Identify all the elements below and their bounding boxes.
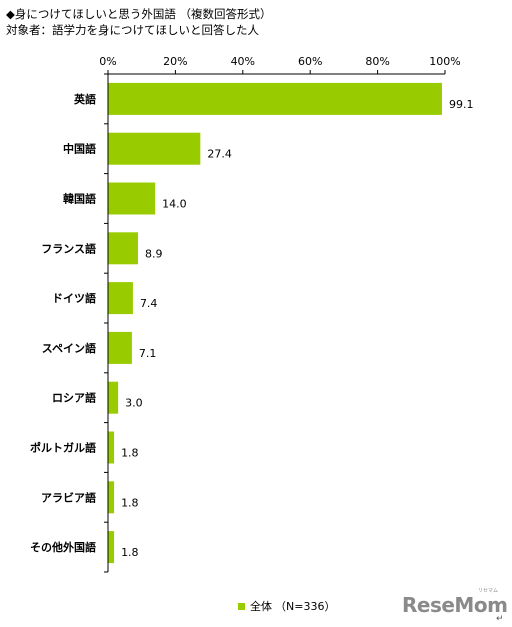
value-label: 14.0 (162, 198, 187, 211)
legend-swatch (238, 602, 245, 610)
value-label: 99.1 (449, 98, 474, 111)
x-tick-label: 20% (163, 55, 187, 68)
bar (108, 481, 115, 514)
category-label: 韓国語 (63, 192, 96, 206)
legend-note: （N=336） (275, 600, 336, 613)
resemom-logo-kana: リセマム (478, 588, 499, 594)
x-tick-label: 80% (365, 55, 389, 68)
legend: 全体 （N=336） (238, 598, 335, 614)
bar (108, 331, 132, 364)
category-label: ロシア語 (52, 391, 96, 405)
value-label: 3.0 (125, 397, 143, 410)
value-label: 1.8 (121, 546, 139, 559)
bar (108, 282, 133, 315)
category-label: 中国語 (63, 142, 96, 156)
category-label: その他外国語 (30, 540, 96, 554)
category-label: スペイン語 (42, 341, 96, 355)
x-tick-label: 0% (99, 55, 116, 68)
category-label: フランス語 (41, 241, 96, 255)
value-label: 1.8 (121, 496, 139, 509)
bar (108, 431, 115, 464)
category-label: 英語 (73, 92, 96, 106)
value-label: 7.1 (139, 347, 157, 360)
return-mark: ↵ (496, 614, 504, 624)
value-label: 1.8 (121, 447, 139, 460)
value-label: 27.4 (207, 148, 232, 161)
bar (108, 381, 119, 414)
bar (108, 531, 115, 564)
legend-label: 全体 (250, 600, 272, 613)
bar (108, 232, 138, 265)
category-label: ポルトガル語 (30, 441, 96, 455)
x-tick-label: 40% (231, 55, 255, 68)
chart-title: ◆身につけてほしいと思う外国語 （複数回答形式） (6, 7, 272, 21)
x-tick-label: 60% (298, 55, 322, 68)
chart-subtitle: 対象者：語学力を身につけてほしいと回答した人 (6, 23, 259, 37)
resemom-logo: ReseMom (402, 593, 508, 617)
category-label: ドイツ語 (52, 291, 96, 305)
value-label: 7.4 (140, 297, 158, 310)
bar (108, 82, 442, 115)
bar (108, 182, 156, 215)
category-label: アラビア語 (41, 490, 96, 504)
x-tick-label: 100% (429, 55, 460, 68)
value-label: 8.9 (145, 247, 163, 260)
bar (108, 132, 201, 165)
